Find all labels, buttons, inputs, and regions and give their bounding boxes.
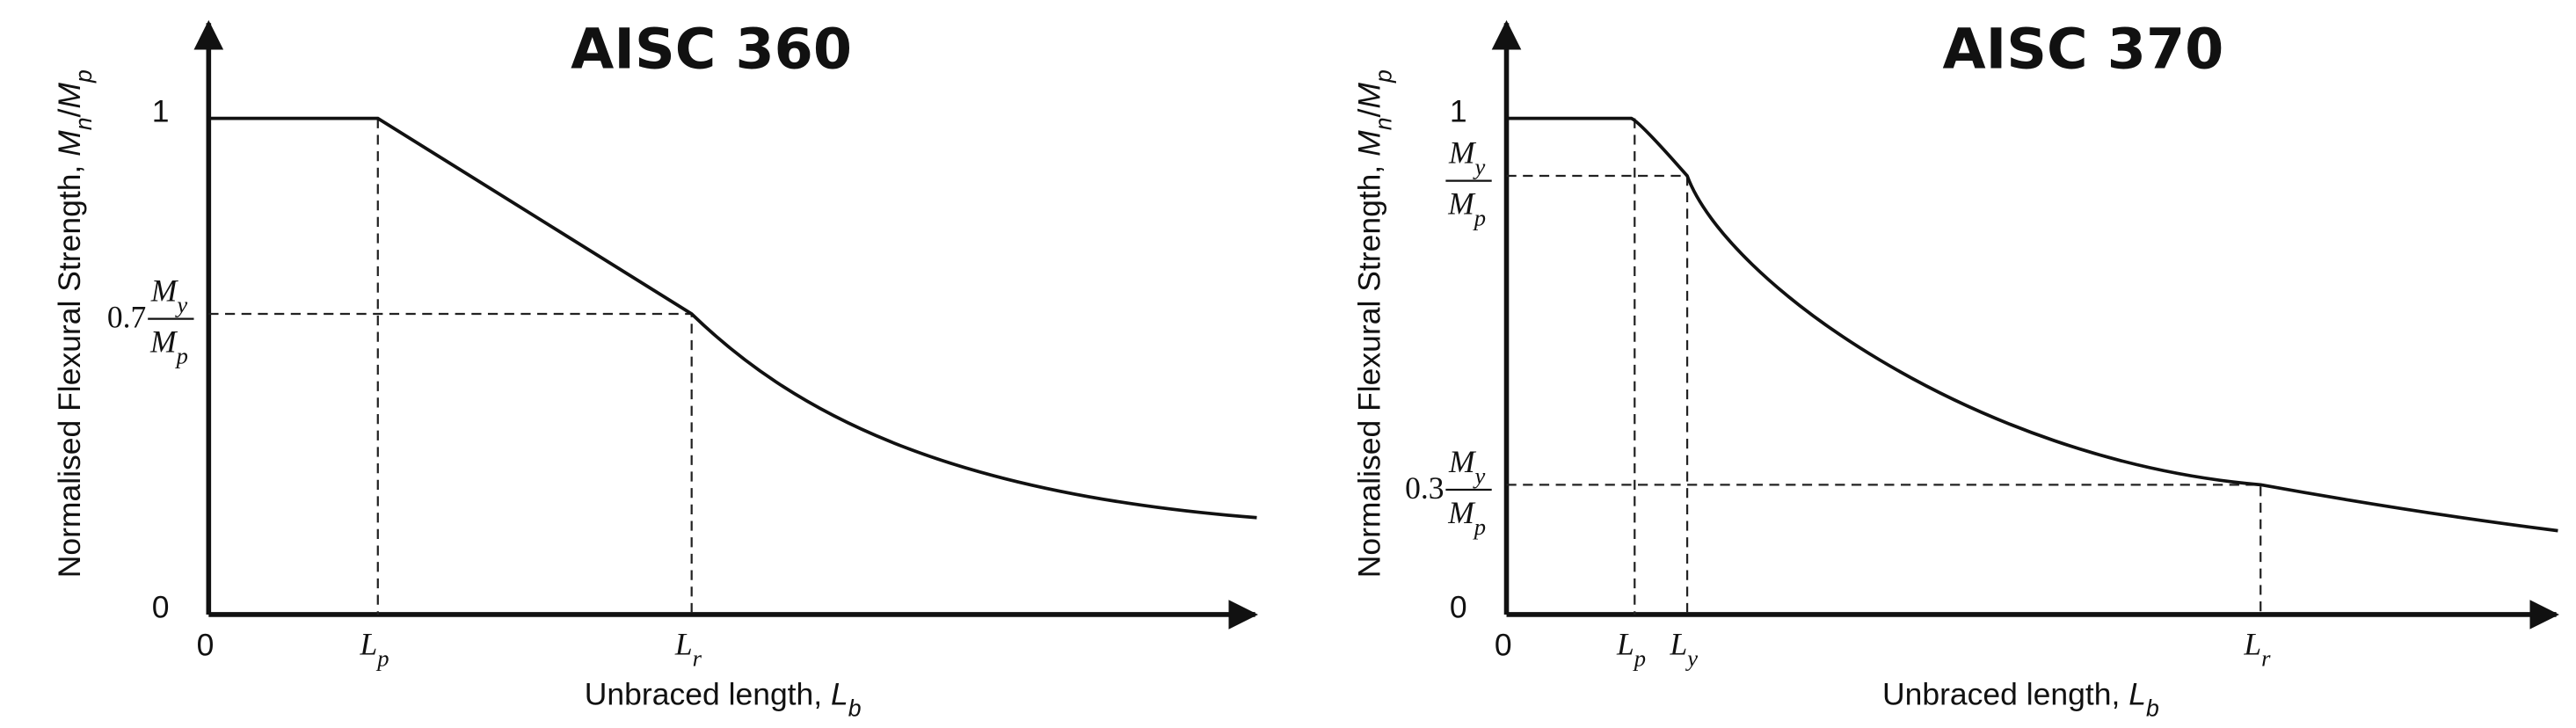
panel-title: AISC 370 (1942, 16, 2223, 81)
panel-right (1491, 19, 2559, 630)
label-part: M (1448, 444, 1477, 479)
label-part: Normalised Flexural Strength, (1352, 157, 1387, 578)
y-tick-prefix: 0.7 (107, 300, 146, 335)
label-part: 0 (197, 628, 215, 663)
label-part: b (2146, 695, 2159, 721)
label-part: M (1447, 495, 1476, 530)
label-part: p (70, 69, 97, 84)
label-part: L (1616, 626, 1634, 661)
label-part: y (174, 292, 187, 318)
y-tick-label: 1 (1450, 93, 1467, 128)
y-tick-prefix: 0.3 (1405, 470, 1444, 506)
y-tick-label: 0 (152, 590, 170, 625)
y-tick-label: 0 (1450, 590, 1467, 625)
label-part: / (1352, 108, 1387, 117)
label-part: L (360, 626, 378, 661)
label-part: L (1670, 626, 1688, 661)
label-part: b (848, 695, 862, 721)
label-part: y (1473, 462, 1486, 489)
strength-curve (208, 116, 1257, 520)
label-part: p (1633, 644, 1646, 671)
label-part: p (175, 343, 188, 369)
label: 0 (197, 628, 215, 663)
label-part: M (1352, 130, 1387, 157)
label-part: M (1352, 83, 1387, 109)
label: Mp (1447, 186, 1486, 231)
label-part: Unbraced length, (1882, 677, 2128, 712)
label: Normalised Flexural Strength, Mn/Mp (53, 69, 98, 578)
label: My (1448, 135, 1486, 180)
label: My (150, 273, 188, 318)
label-part: r (2261, 644, 2271, 671)
label-part: p (1473, 205, 1486, 231)
label: Unbraced length, Lb (1882, 677, 2159, 722)
panel-left (193, 19, 1258, 630)
label: Unbraced length, Lb (585, 677, 862, 722)
label: Lr (2243, 626, 2271, 671)
label-part: Normalised Flexural Strength, (53, 157, 88, 578)
label-part: M (149, 324, 178, 360)
label: Ly (1670, 626, 1699, 671)
label-part: M (53, 83, 88, 109)
label-part: p (1370, 69, 1396, 84)
label-part: M (53, 130, 88, 157)
label-part: p (1473, 513, 1486, 540)
label-part: L (2128, 677, 2146, 712)
label-part: Unbraced length, (585, 677, 831, 712)
label-part: 0 (1495, 628, 1512, 663)
label-part: y (1473, 154, 1486, 180)
strength-curve (1506, 116, 2558, 533)
label: Mp (1447, 495, 1486, 540)
y-tick-label: 1 (152, 93, 170, 128)
label-part: L (674, 626, 693, 661)
label-part: M (150, 273, 179, 309)
guide-lines (1506, 118, 2262, 615)
label-part: n (70, 117, 97, 130)
label-part: y (1685, 644, 1698, 671)
label-part: p (375, 644, 389, 671)
label-part: M (1448, 135, 1477, 171)
label: Normalised Flexural Strength, Mn/Mp (1352, 69, 1397, 578)
label: Lp (360, 626, 389, 671)
label-part: M (1447, 186, 1476, 222)
label-part: / (53, 108, 88, 117)
guide-lines (208, 118, 693, 615)
label-part: n (1370, 117, 1396, 130)
label: 0 (1495, 628, 1512, 663)
label: Lp (1616, 626, 1646, 671)
label-part: L (831, 677, 848, 712)
label-part: L (2243, 626, 2261, 661)
label: My (1448, 444, 1486, 489)
label-part: r (693, 644, 702, 671)
panel-title: AISC 360 (571, 16, 852, 81)
label: Mp (149, 324, 188, 369)
label: Lr (674, 626, 702, 671)
